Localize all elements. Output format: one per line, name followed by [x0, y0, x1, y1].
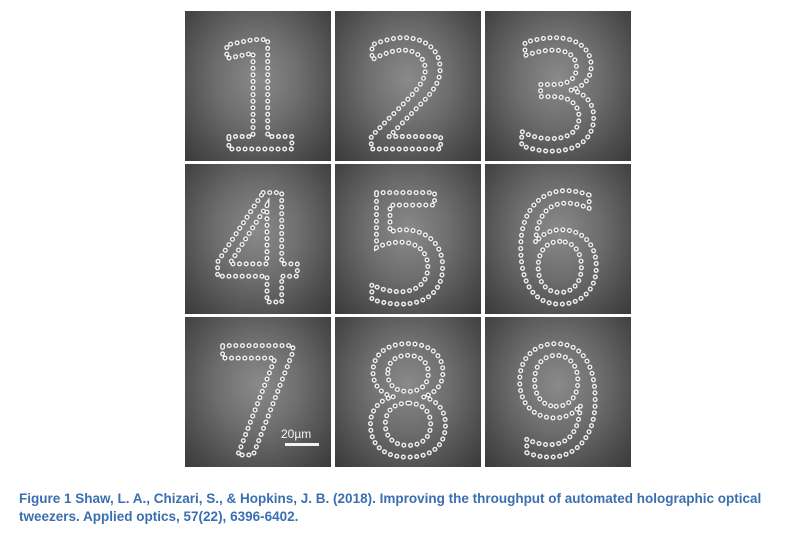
- digit-glyph-inner: 5: [360, 164, 455, 314]
- digit-glyph: 6: [510, 164, 605, 314]
- digit-glyph: 8: [360, 317, 455, 467]
- figure-caption: Figure 1 Shaw, L. A., Chizari, S., & Hop…: [19, 491, 762, 524]
- scale-bar-label: 20µm: [281, 427, 312, 441]
- digit-glyph: 5: [360, 164, 455, 314]
- digit-glyph-inner: 7: [210, 317, 305, 467]
- digit-bead-pattern: 44: [208, 164, 308, 314]
- digit-bead-pattern: 99: [508, 317, 608, 467]
- digit-glyph-inner: 1: [210, 11, 305, 161]
- digit-glyph: 2: [360, 11, 455, 161]
- digit-glyph-inner: 8: [360, 317, 455, 467]
- digit-bead-pattern: 77: [208, 317, 308, 467]
- digit-bead-pattern: 88: [358, 317, 458, 467]
- digit-glyph-inner: 3: [510, 11, 605, 161]
- digit-bead-pattern: 66: [508, 164, 608, 314]
- digit-bead-pattern: 55: [358, 164, 458, 314]
- digit-glyph-inner: 4: [210, 164, 305, 314]
- digit-bead-pattern: 11: [208, 11, 308, 161]
- digit-glyph-inner: 6: [510, 164, 605, 314]
- digit-glyph: 4: [210, 164, 305, 314]
- digit-glyph-inner: 2: [360, 11, 455, 161]
- digit-glyph: 3: [510, 11, 605, 161]
- digit-glyph: 1: [210, 11, 305, 161]
- digit-glyph: 9: [510, 317, 605, 467]
- digit-bead-pattern: 33: [508, 11, 608, 161]
- digit-glyph: 7: [210, 317, 305, 467]
- digit-glyph-inner: 9: [510, 317, 605, 467]
- digit-bead-pattern: 22: [358, 11, 458, 161]
- scale-bar: [285, 443, 319, 446]
